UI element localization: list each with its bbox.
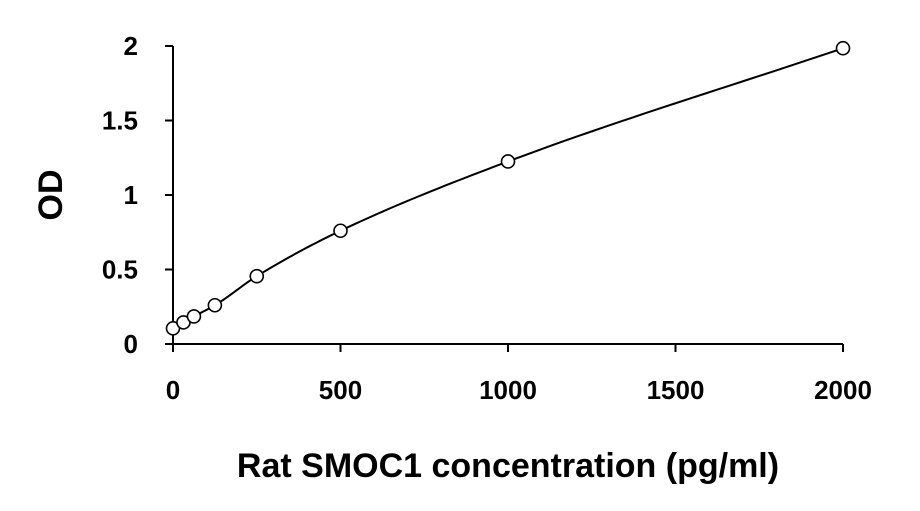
data-point [333,223,348,239]
y-tick-label: 1.5 [102,106,138,136]
data-point [500,154,516,169]
x-tick-label: 500 [319,375,362,405]
data-points [165,40,851,336]
y-tick-label: 0 [124,329,138,359]
ticks [165,45,844,352]
data-point [186,309,202,324]
data-point [835,40,851,56]
data-point [249,268,265,284]
axes [172,46,843,345]
x-tick-label: 1500 [647,375,705,405]
data-point [207,297,223,313]
x-axis-title: Rat SMOC1 concentration (pg/ml) [237,447,779,485]
x-tick-label: 1000 [479,375,537,405]
tick-labels: 0 0.5 1 1.5 2 0 500 1000 1500 2000 [102,31,872,405]
fit-curve [172,47,844,330]
y-axis-title: OD [32,170,70,221]
y-tick-label: 1 [124,180,138,210]
x-tick-label: 0 [166,375,180,405]
y-tick-label: 0.5 [102,255,138,285]
x-tick-label: 2000 [814,375,872,405]
y-tick-label: 2 [124,31,138,61]
